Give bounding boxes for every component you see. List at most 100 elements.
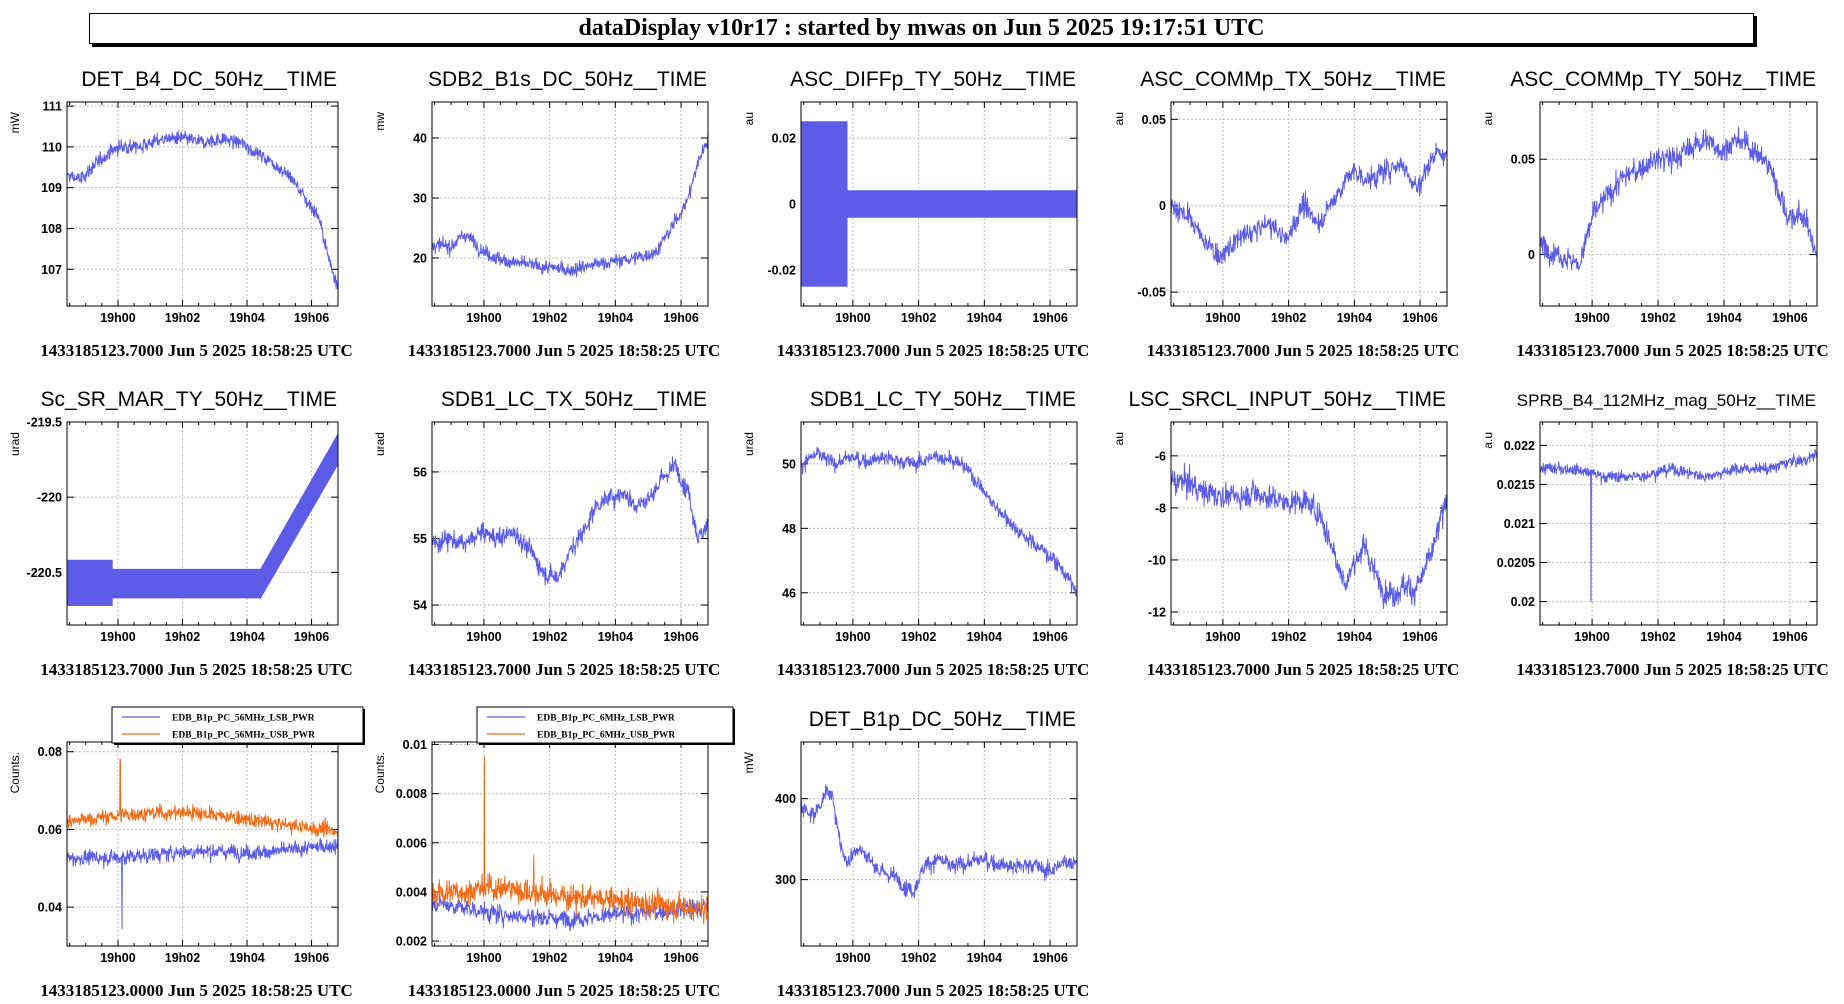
plot-frame <box>431 421 709 626</box>
y-axis-label: mW <box>8 111 22 133</box>
series-line <box>66 837 339 929</box>
plot-area <box>1540 422 1817 625</box>
chart-footer-timestamp: 1433185123.7000 Jun 5 2025 18:58:25 UTC <box>1147 341 1460 360</box>
x-tick-label: 19h04 <box>229 951 264 965</box>
chart-title: SDB2_B1s_DC_50Hz__TIME <box>428 68 707 91</box>
y-tick-label: 50 <box>782 457 796 471</box>
x-tick-label: 19h02 <box>1271 311 1306 325</box>
x-tick-label: 19h06 <box>1032 951 1067 965</box>
y-tick-label: 0.022 <box>1504 439 1535 453</box>
x-tick-label: 19h02 <box>901 630 936 644</box>
plot-frame <box>800 101 1078 307</box>
chart-title: SDB1_LC_TY_50Hz__TIME <box>810 388 1076 411</box>
x-tick-label: 19h00 <box>1574 311 1609 325</box>
chart-panel-9: 19h00 19h02 19h04 19h06 -12 -10 -8 -6 au LSC_SRCL… <box>1112 388 1459 679</box>
chart-footer-timestamp: 1433185123.7000 Jun 5 2025 18:58:25 UTC <box>777 981 1090 1000</box>
series-line <box>431 130 709 278</box>
y-tick-label: 54 <box>413 599 427 613</box>
x-tick-label: 19h04 <box>1337 630 1372 644</box>
series-line <box>1170 462 1448 609</box>
plot-frame <box>1539 101 1818 307</box>
series-line <box>66 130 339 290</box>
chart-legend: EDB_B1p_PC_6MHz_LSB_PWR EDB_B1p_PC_6MHz_U… <box>476 706 735 745</box>
plot-frame <box>800 421 1078 626</box>
plot-area <box>801 742 1077 946</box>
plot-area <box>67 742 338 946</box>
series-line <box>431 894 709 932</box>
plot-frame <box>66 101 339 307</box>
y-axis-label: Counts. <box>8 752 22 793</box>
chart-footer-timestamp: 1433185123.7000 Jun 5 2025 18:58:25 UTC <box>1516 660 1829 679</box>
x-tick-label: 19h06 <box>663 630 698 644</box>
x-tick-label: 19h06 <box>294 311 329 325</box>
chart-panel-11: 19h00 19h02 19h04 19h06 0.04 0.06 0.08 Counts. E… <box>8 706 365 1000</box>
plot-area <box>801 422 1077 625</box>
x-tick-label: 19h00 <box>466 311 501 325</box>
y-tick-label: -8 <box>1155 501 1166 515</box>
x-tick-label: 19h04 <box>598 630 633 644</box>
chart-title: ASC_DIFFp_TY_50Hz__TIME <box>790 68 1076 91</box>
x-tick-label: 19h06 <box>1032 311 1067 325</box>
y-tick-label: 0.04 <box>38 901 62 915</box>
chart-title: SPRB_B4_112MHz_mag_50Hz__TIME <box>1517 391 1816 410</box>
plot-frame <box>66 421 339 626</box>
chart-footer-timestamp: 1433185123.7000 Jun 5 2025 18:58:25 UTC <box>777 341 1090 360</box>
x-tick-label: 19h02 <box>532 951 567 965</box>
y-tick-label: -0.05 <box>1138 286 1167 300</box>
y-tick-label: -0.02 <box>768 263 797 277</box>
chart-title: ASC_COMMp_TY_50Hz__TIME <box>1510 68 1816 91</box>
plot-area <box>432 422 708 625</box>
y-axis-label: urad <box>742 432 756 456</box>
chart-panel-10: 19h00 19h02 19h04 19h06 0.02 0.0205 0.021 0.021… <box>1481 391 1829 679</box>
chart-panel-8: 19h00 19h02 19h04 19h06 46 48 50 urad SDB1_LC_TY… <box>742 388 1089 679</box>
x-tick-label: 19h04 <box>229 630 264 644</box>
x-tick-label: 19h00 <box>466 951 501 965</box>
plot-frame <box>1539 421 1818 626</box>
y-axis-label: urad <box>8 432 22 456</box>
chart-footer-timestamp: 1433185123.0000 Jun 5 2025 18:58:25 UTC <box>408 981 721 1000</box>
x-tick-label: 19h02 <box>1640 630 1675 644</box>
chart-panel-3: 19h00 19h02 19h04 19h06 -0.02 0 0.02 au ASC_DIFF… <box>742 68 1089 360</box>
y-axis-label: au <box>1112 112 1126 125</box>
x-tick-label: 19h02 <box>901 951 936 965</box>
y-tick-label: 300 <box>775 873 796 887</box>
x-tick-label: 19h02 <box>901 311 936 325</box>
chart-title: LSC_SRCL_INPUT_50Hz__TIME <box>1129 388 1446 411</box>
series-line <box>431 456 709 586</box>
x-tick-label: 19h00 <box>1205 311 1240 325</box>
y-axis-label: mw <box>373 112 387 131</box>
series-line <box>1539 448 1818 603</box>
y-tick-label: 40 <box>413 132 427 146</box>
x-tick-label: 19h00 <box>466 630 501 644</box>
chart-panel-7: 19h00 19h02 19h04 19h06 54 55 56 urad SDB1_LC_TX… <box>373 388 720 679</box>
x-tick-label: 19h00 <box>100 311 135 325</box>
y-tick-label: 111 <box>43 100 63 114</box>
x-tick-label: 19h06 <box>1402 630 1437 644</box>
legend-entry: EDB_B1p_PC_6MHz_USB_PWR <box>537 731 675 741</box>
plot-frame <box>1170 101 1448 307</box>
chart-panel-1: 19h00 19h02 19h04 19h06 107 108 109 110 111 mW DET… <box>8 68 353 360</box>
x-tick-label: 19h04 <box>598 951 633 965</box>
chart-panel-6: 19h00 19h02 19h04 19h06 -220.5 -220 -219.5 urad… <box>8 388 353 679</box>
series-band <box>111 568 262 599</box>
y-tick-label: 109 <box>41 181 62 195</box>
y-tick-label: 107 <box>41 263 62 277</box>
x-tick-label: 19h04 <box>598 311 633 325</box>
y-tick-label: -6 <box>1155 449 1166 463</box>
plot-area <box>1171 102 1447 306</box>
y-axis-label: urad <box>373 432 387 456</box>
x-tick-label: 19h02 <box>165 951 200 965</box>
y-tick-label: 0 <box>1528 248 1535 262</box>
y-tick-label: 0.0205 <box>1497 556 1535 570</box>
chart-footer-timestamp: 1433185123.7000 Jun 5 2025 18:58:25 UTC <box>40 341 353 360</box>
x-tick-label: 19h04 <box>967 311 1002 325</box>
chart-panel-4: 19h00 19h02 19h04 19h06 -0.05 0 0.05 au ASC_COMM… <box>1112 68 1459 360</box>
y-tick-label: 400 <box>775 792 796 806</box>
y-tick-label: 56 <box>413 465 427 479</box>
x-tick-label: 19h00 <box>100 630 135 644</box>
y-tick-label: -220.5 <box>27 566 62 580</box>
plot-area <box>1540 102 1817 306</box>
x-tick-label: 19h00 <box>835 311 870 325</box>
y-tick-label: 0.02 <box>772 132 796 146</box>
